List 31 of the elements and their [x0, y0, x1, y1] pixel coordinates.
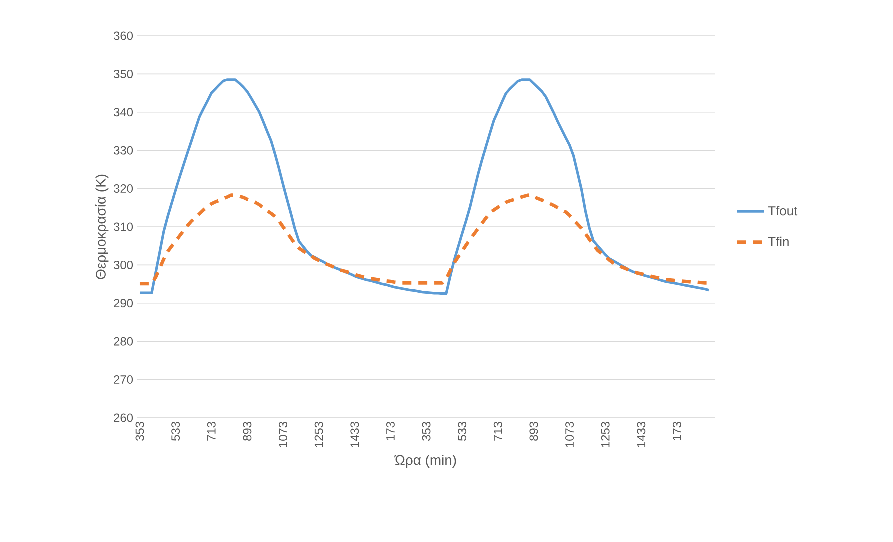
x-tick-label: 893: [243, 422, 252, 441]
legend-label: Tfin: [768, 236, 789, 246]
y-tick-label: 340: [114, 108, 134, 117]
y-tick-label: 330: [114, 146, 134, 155]
x-tick-label: 893: [530, 422, 538, 441]
y-axis-title: Θερμοκρασία (K): [95, 174, 109, 280]
y-tick-label: 270: [114, 376, 134, 384]
x-tick-label: 353: [136, 422, 144, 441]
y-tick-label: 300: [114, 260, 134, 270]
y-tick-label: 360: [114, 32, 134, 40]
y-tick-label: 320: [114, 184, 134, 194]
x-tick-label: 713: [494, 422, 502, 441]
y-tick-label: 310: [114, 222, 134, 232]
x-tick-label: 533: [172, 422, 180, 441]
x-tick-label: 173: [672, 422, 682, 441]
x-tick-label: 173: [386, 422, 395, 441]
x-tick-label: 1073: [279, 422, 288, 448]
y-tick-label: 280: [114, 337, 134, 346]
x-tick-label: 1253: [601, 422, 610, 448]
x-tick-label: 1433: [637, 422, 646, 448]
x-tick-label: 1433: [350, 422, 360, 448]
x-tick-label: 1073: [566, 422, 574, 448]
legend-label: Tfout: [768, 206, 798, 216]
y-tick-label: 350: [114, 70, 134, 78]
x-tick-label: 1253: [314, 422, 324, 448]
x-tick-label: 533: [458, 422, 467, 441]
y-tick-label: 260: [114, 414, 134, 422]
x-tick-label: 353: [422, 422, 431, 441]
y-tick-label: 290: [114, 299, 134, 308]
x-axis-title: Ώρα (min): [394, 454, 456, 468]
x-tick-label: 713: [207, 422, 216, 441]
